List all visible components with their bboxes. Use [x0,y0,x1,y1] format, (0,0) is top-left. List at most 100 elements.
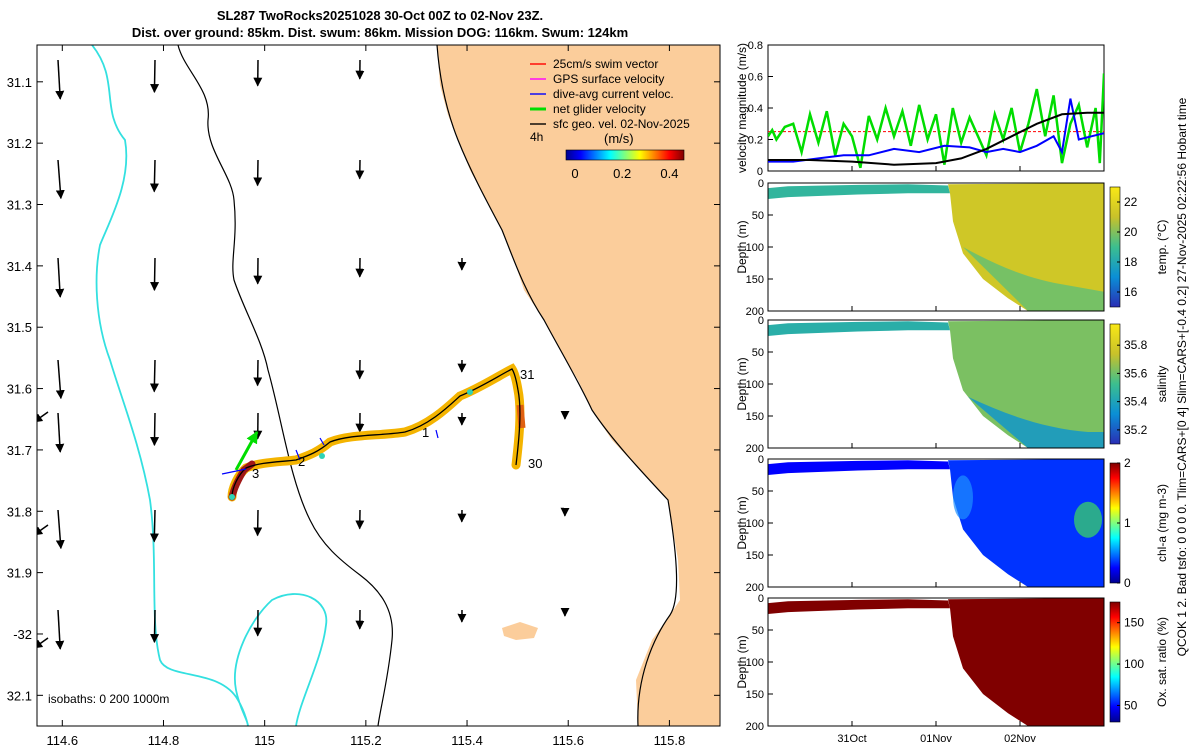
side-note: QCOK 1 2. Bad tsfo: 0 0 0 0. Tlim=CARS+[… [1175,97,1189,656]
depth-ylabel: Depth (m) [735,635,749,688]
speed-cbar-tick: 0.4 [660,166,678,181]
lat-tick-label: 32.1 [7,688,32,703]
cbar-tick-label: 16 [1124,285,1138,299]
geo-velocity-arrow [149,359,159,393]
vel-ytick-label: 0.8 [748,40,763,52]
vel-ytick-label: 0.6 [748,72,763,84]
depth-tick-label: 100 [746,379,764,391]
geo-velocity-arrow [37,411,49,423]
depth-tick-label: 0 [758,178,764,190]
time-tick-label: 31Oct [837,733,866,745]
velocity-series-line [768,111,1104,166]
vel-ytick-label: 0 [757,166,763,178]
lat-tick-label: 31.9 [7,566,32,581]
legend-label: GPS surface velocity [553,72,664,86]
lat-tick-label: 31.4 [7,259,32,274]
map-frame [36,44,721,727]
geo-velocity-arrow [55,509,65,550]
lat-tick-label: 31.8 [7,504,32,519]
section-deep-water [963,247,1104,311]
cbar-label: salinity [1155,366,1169,403]
geo-velocity-arrow [55,359,65,400]
lat-tick-label: 31.6 [7,382,32,397]
depth-tick-label: 200 [746,306,764,318]
colorbar-unit-label: (m/s) [604,131,634,146]
geo-velocity-arrow [150,609,160,644]
cbar-tick-label: 35.4 [1124,395,1148,409]
cbar-tick-label: 150 [1124,616,1144,630]
geo-velocity-arrow [149,159,159,193]
lat-tick-label: -32 [13,627,32,642]
depth-tick-label: 50 [752,486,764,498]
speed-colorbar [565,149,685,161]
plot-title-line1: SL287 TwoRocks20251028 30-Oct 00Z to 02-… [216,8,544,23]
cbar-label: Ox. sat. ratio (%) [1155,617,1169,707]
geo-velocity-arrow [150,59,160,94]
speed-cbar-tick: 0.2 [613,166,631,181]
depth-tick-label: 50 [752,347,764,359]
time-tick-label: 01Nov [920,733,952,745]
geo-velocity-arrow [55,159,65,200]
section-offshore-field [948,183,1104,311]
geo-velocity-arrow [55,412,65,453]
depth-tick-label: 100 [746,518,764,530]
section-shelf-field [768,184,950,199]
cbar-tick-label: 1 [1124,516,1131,530]
cbar-label: chl-a (mg m-3) [1155,484,1169,562]
section-colorbar [1109,601,1121,723]
geo-velocity-arrow [150,257,160,292]
legend-label: 25cm/s swim vector [553,57,658,71]
section-shelf-field [768,321,950,336]
track-day-label: 30 [528,456,542,471]
geo-velocity-arrow [37,637,49,649]
lat-tick-label: 31.3 [7,198,32,213]
map-panel: 114.6 114.8 115 115.2 115.4 115.6 115.8 31.1 31.… [7,44,721,748]
cbar-tick-label: 50 [1124,698,1138,712]
isobath-1000m [91,45,328,726]
geo-velocity-arrow [55,609,65,650]
depth-tick-label: 50 [752,625,764,637]
glider-track [221,363,526,502]
section-panel-temp: 0 50 100 150 200 Depth (m) 16 18 20 22 temp. (°C) [735,178,1169,318]
track-day-labels: 1 2 3 31 30 [252,367,542,481]
lon-tick-label: 114.8 [148,733,180,748]
lat-tick-label: 31.7 [7,443,32,458]
vel-ytick-label: 0.4 [748,103,763,115]
depth-tick-label: 150 [746,550,764,562]
cbar-tick-label: 35.2 [1124,423,1148,437]
depth-tick-label: 0 [758,454,764,466]
depth-ylabel: Depth (m) [735,357,749,410]
cbar-tick-label: 2 [1124,456,1131,470]
time-tick-label: 02Nov [1004,733,1036,745]
depth-tick-label: 200 [746,582,764,594]
geo-velocity-arrow [55,59,65,100]
lat-tick-label: 31.1 [7,75,32,90]
cbar-label: temp. (°C) [1155,220,1169,275]
lon-tick-label: 115.6 [552,733,584,748]
section-shelf-field [768,599,950,614]
lon-tick-label: 115.4 [451,733,483,748]
island [502,622,538,640]
chl-maximum-patch [1074,501,1102,538]
section-deep-water [968,396,1104,448]
depth-ylabel: Depth (m) [735,496,749,549]
lon-tick-label: 115 [254,733,275,748]
section-colorbar [1109,323,1121,445]
legend-label: dive-avg current veloc. [553,87,674,101]
lat-tick-label: 31.5 [7,320,32,335]
section-offshore-field [948,598,1104,726]
cbar-tick-label: 35.6 [1124,366,1148,380]
depth-tick-label: 100 [746,657,764,669]
cbar-tick-label: 22 [1124,195,1138,209]
isobath-label: isobaths: 0 200 1000m [48,692,169,706]
depth-tick-label: 150 [746,689,764,701]
depth-tick-label: 0 [758,315,764,327]
isobath-200m [177,45,393,726]
legend-label: net glider velocity [553,102,646,116]
geo-velocity-arrow [150,412,160,447]
depth-tick-label: 200 [746,443,764,455]
depth-tick-label: 200 [746,721,764,733]
cbar-tick-label: 18 [1124,255,1138,269]
